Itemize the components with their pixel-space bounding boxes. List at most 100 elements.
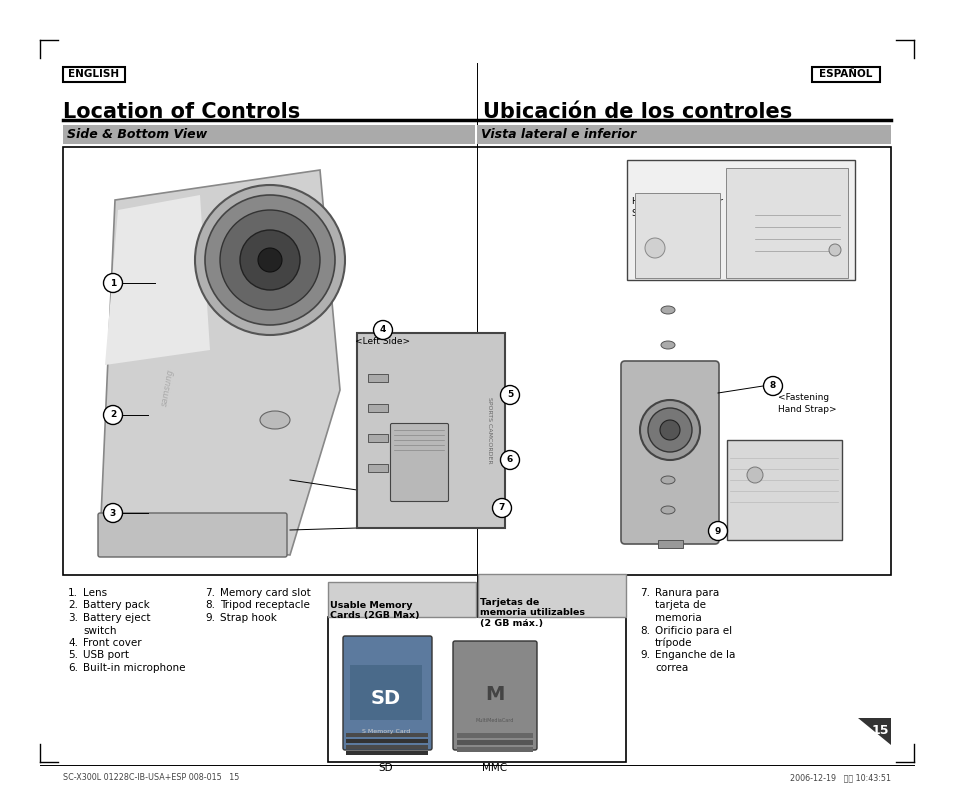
Bar [346,745,428,749]
Text: 4.: 4. [490,650,499,661]
Text: incorporado: incorporado [504,688,567,698]
Bar [658,540,682,548]
Text: Ubicación de los controles: Ubicación de los controles [482,102,791,122]
Text: S Memory Card: S Memory Card [361,730,410,735]
Bar [456,740,533,745]
Text: Front cover: Front cover [83,638,141,648]
Text: 2.: 2. [490,601,499,610]
Text: 1.: 1. [490,588,499,598]
Bar [346,739,428,743]
Text: Tarjetas de
memoria utilizables
(2 GB máx.): Tarjetas de memoria utilizables (2 GB má… [479,598,584,628]
Text: Interruptor de: Interruptor de [504,613,578,623]
Bar [368,404,388,412]
Bar [368,374,388,382]
Text: M: M [485,686,504,704]
Text: 2006-12-19   오전 10:43:51: 2006-12-19 오전 10:43:51 [789,773,890,782]
Circle shape [103,504,122,522]
Text: Sports Camcorder: Sports Camcorder [631,209,713,218]
Text: 7.: 7. [639,588,649,598]
Bar [368,434,388,442]
Text: 6.: 6. [490,675,499,686]
Circle shape [374,321,392,339]
Circle shape [500,386,519,404]
Text: Micrófono: Micrófono [504,675,556,686]
Bar [346,751,428,755]
Bar [725,168,847,278]
Text: Lens: Lens [83,588,107,598]
Text: 2: 2 [110,411,116,419]
Text: Hanging Lens Cover on the: Hanging Lens Cover on the [631,197,754,206]
Bar [456,733,533,738]
Circle shape [500,451,519,469]
Text: 8: 8 [769,382,776,391]
Circle shape [746,467,762,483]
Ellipse shape [260,411,290,429]
Text: 7.: 7. [205,588,214,598]
Bar [456,747,533,752]
Bar [368,464,388,472]
Bar [63,147,890,575]
Text: 4: 4 [379,326,386,334]
Text: <Fastening: <Fastening [778,394,828,403]
Text: 1.: 1. [68,588,78,598]
Circle shape [644,238,664,258]
Text: ENGLISH: ENGLISH [69,69,119,79]
FancyBboxPatch shape [343,636,432,750]
Text: Built-in microphone: Built-in microphone [83,663,185,673]
Bar [476,125,890,144]
Bar [356,333,504,528]
FancyBboxPatch shape [390,423,448,501]
Circle shape [647,408,691,452]
Text: Strap hook: Strap hook [220,613,276,623]
Text: 5: 5 [506,391,513,399]
Text: Vista lateral e inferior: Vista lateral e inferior [480,128,636,140]
Text: Tripod receptacle: Tripod receptacle [220,601,310,610]
Bar [626,160,854,280]
PathPatch shape [100,170,339,555]
Text: Memory card slot: Memory card slot [220,588,311,598]
Text: Usable Memory
Cards (2GB Max): Usable Memory Cards (2GB Max) [330,601,419,621]
Text: correa: correa [655,663,687,673]
Circle shape [220,210,319,310]
Text: tarjeta de: tarjeta de [655,601,705,610]
Text: 4.: 4. [68,638,78,648]
Text: 9.: 9. [205,613,214,623]
Text: trípode: trípode [655,638,692,649]
Text: <Left Side>: <Left Side> [355,338,410,346]
Text: Tapa frontal: Tapa frontal [504,650,566,661]
FancyBboxPatch shape [620,361,719,544]
Text: ESPAÑOL: ESPAÑOL [819,69,872,79]
Text: 9: 9 [714,526,720,536]
Bar [63,125,475,144]
Bar [811,67,879,82]
Text: 5.: 5. [68,650,78,661]
Text: 5.: 5. [490,663,499,673]
Circle shape [828,244,841,256]
Text: Side & Bottom View: Side & Bottom View [67,128,207,140]
Ellipse shape [660,306,675,314]
Bar [350,665,421,720]
Text: Battery pack: Battery pack [83,601,150,610]
Circle shape [639,400,700,460]
Text: Batería: Batería [504,601,542,610]
Text: samsung: samsung [160,369,175,407]
Text: 8.: 8. [205,601,214,610]
Circle shape [257,248,282,272]
Text: 3.: 3. [490,613,499,623]
FancyBboxPatch shape [453,641,537,750]
Circle shape [762,376,781,395]
Bar [726,440,841,540]
Text: Battery eject: Battery eject [83,613,151,623]
Text: Orificio para el: Orificio para el [655,626,731,635]
Text: 7: 7 [498,504,505,512]
Text: batería: batería [504,638,541,648]
Text: 6.: 6. [68,663,78,673]
Circle shape [708,521,727,541]
Text: USB port: USB port [83,650,129,661]
Text: Puerto USB: Puerto USB [504,663,563,673]
Text: 8.: 8. [639,626,649,635]
Circle shape [240,230,299,290]
Text: memoria: memoria [655,613,701,623]
Circle shape [205,195,335,325]
Text: 6: 6 [506,456,513,464]
